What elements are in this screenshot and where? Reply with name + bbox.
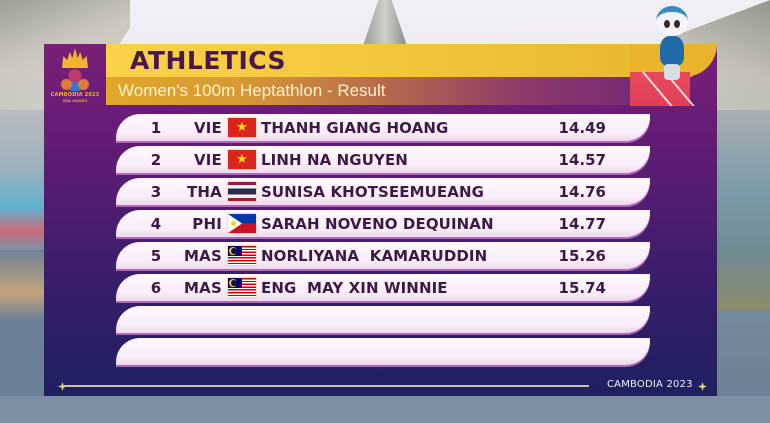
results-list: 1 VIE ★ THANH GIANG HOANG 14.49 2 VIE ★ … — [116, 114, 650, 370]
athlete-name: SARAH NOVENO DEQUINAN — [261, 214, 494, 233]
logo-sublabel: SEA GAMES — [62, 99, 88, 103]
result-row-empty — [116, 306, 650, 333]
malaysia-flag-icon — [228, 278, 256, 297]
results-panel: CAMBODIA 2023 SEA GAMES ATHLETICS Women'… — [44, 6, 717, 396]
vietnam-flag-icon: ★ — [228, 150, 256, 169]
result-time: 14.49 — [558, 118, 606, 137]
result-time: 14.77 — [558, 214, 606, 233]
philippines-flag-icon — [228, 214, 256, 233]
vietnam-flag-icon: ★ — [228, 118, 256, 137]
stadium-stands-right — [717, 110, 770, 310]
footer-divider — [62, 385, 589, 387]
footer-label: CAMBODIA 2023 — [607, 379, 693, 390]
rank: 2 — [150, 150, 162, 169]
result-time: 15.26 — [558, 246, 606, 265]
result-row: 5 MAS NORLIYANA KAMARUDDIN 15.26 — [116, 242, 650, 269]
stadium-stands-left — [0, 110, 44, 250]
nation-code: VIE — [193, 150, 222, 169]
mascot-body — [660, 36, 684, 66]
result-row: 1 VIE ★ THANH GIANG HOANG 14.49 — [116, 114, 650, 141]
athlete-name: SUNISA KHOTSEEMUEANG — [261, 182, 485, 201]
games-logo: CAMBODIA 2023 SEA GAMES — [44, 44, 106, 106]
athlete-name: THANH GIANG HOANG — [261, 118, 449, 137]
running-track-left — [0, 250, 44, 423]
result-row-empty — [116, 338, 650, 365]
title-bar: ATHLETICS — [106, 44, 692, 77]
athlete-name: ENG MAY XIN WINNIE — [261, 278, 448, 297]
result-row: 4 PHI SARAH NOVENO DEQUINAN 14.77 — [116, 210, 650, 237]
sport-title: ATHLETICS — [130, 46, 287, 75]
rank: 1 — [150, 118, 162, 137]
mascot-eye-left — [664, 20, 670, 28]
rank: 5 — [150, 246, 162, 265]
mascot-icon — [652, 6, 692, 92]
logo-label: CAMBODIA 2023 — [50, 92, 100, 98]
nation-code: PHI — [192, 214, 222, 233]
rank: 6 — [150, 278, 162, 297]
malaysia-flag-icon — [228, 246, 256, 265]
angkor-crown-icon — [62, 48, 88, 68]
running-track-bottom — [0, 396, 770, 423]
sparkle-icon — [698, 382, 707, 391]
nation-code: VIE — [193, 118, 222, 137]
event-subtitle: Women's 100m Heptathlon - Result — [118, 81, 386, 100]
mascot-eye-right — [674, 20, 680, 28]
result-time: 14.76 — [558, 182, 606, 201]
rank: 4 — [150, 214, 162, 233]
athlete-name: NORLIYANA KAMARUDDIN — [261, 246, 488, 265]
nation-code: THA — [187, 182, 222, 201]
result-row: 2 VIE ★ LINH NA NGUYEN 14.57 — [116, 146, 650, 173]
logo-emblem-icon — [58, 69, 92, 91]
thailand-flag-icon — [228, 182, 256, 201]
result-time: 14.57 — [558, 150, 606, 169]
nation-code: MAS — [184, 278, 222, 297]
result-time: 15.74 — [558, 278, 606, 297]
nation-code: MAS — [184, 246, 222, 265]
athlete-name: LINH NA NGUYEN — [261, 150, 408, 169]
result-row: 6 MAS ENG MAY XIN WINNIE 15.74 — [116, 274, 650, 301]
red-track-decoration — [630, 72, 690, 106]
result-row: 3 THA SUNISA KHOTSEEMUEANG 14.76 — [116, 178, 650, 205]
mascot-legs — [664, 64, 680, 80]
subtitle-bar: Women's 100m Heptathlon - Result — [106, 77, 630, 105]
mascot-head — [656, 6, 688, 36]
rank: 3 — [150, 182, 162, 201]
